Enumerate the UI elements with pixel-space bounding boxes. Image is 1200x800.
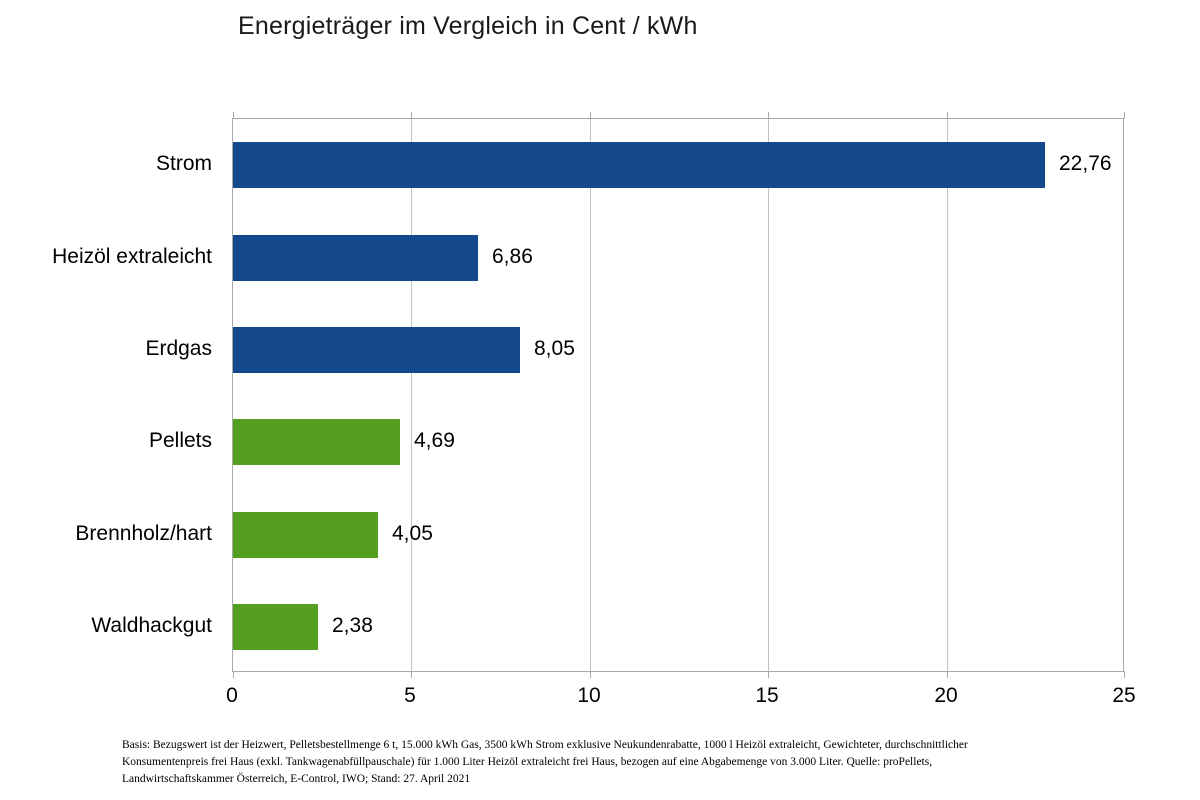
- x-axis-tick-25: [1124, 671, 1125, 678]
- x-axis-tick-20: [947, 671, 948, 678]
- gridline-x-20: [947, 119, 948, 671]
- x-axis-tick-5: [411, 671, 412, 678]
- bar-pellets: [233, 419, 400, 465]
- top-border-tick-0: [233, 112, 234, 119]
- value-label: 8,05: [534, 337, 575, 360]
- footnote-line: Landwirtschaftskammer Österreich, E-Cont…: [122, 773, 471, 785]
- bar-strom: [233, 142, 1045, 188]
- x-tick-label-0: 0: [226, 684, 238, 707]
- x-axis-tick-10: [590, 671, 591, 678]
- value-label: 2,38: [332, 614, 373, 637]
- gridline-x-15: [768, 119, 769, 671]
- x-axis-tick-15: [768, 671, 769, 678]
- category-label: Pellets: [148, 429, 212, 452]
- top-border-tick-10: [590, 112, 591, 119]
- gridline-x-5: [411, 119, 412, 671]
- bar-heizöl-extraleicht: [233, 235, 478, 281]
- x-tick-label-5: 5: [404, 684, 416, 707]
- plot-area: [232, 112, 1125, 678]
- top-border-tick-25: [1124, 112, 1125, 119]
- x-axis-tick-0: [233, 671, 234, 678]
- category-label: Brennholz/hart: [75, 522, 212, 545]
- bar-erdgas: [233, 327, 520, 373]
- x-tick-label-20: 20: [934, 684, 958, 707]
- footnote-line: Basis: Bezugswert ist der Heizwert, Pell…: [122, 739, 968, 751]
- x-tick-label-25: 25: [1112, 684, 1136, 707]
- top-border-tick-5: [411, 112, 412, 119]
- chart-title: Energieträger im Vergleich in Cent / kWh: [238, 12, 698, 40]
- value-label: 6,86: [492, 245, 533, 268]
- category-label: Strom: [155, 152, 212, 175]
- top-border-tick-20: [947, 112, 948, 119]
- x-tick-label-10: 10: [577, 684, 601, 707]
- footnote-line: Konsumentenpreis frei Haus (exkl. Tankwa…: [122, 756, 933, 768]
- top-border-tick-15: [768, 112, 769, 119]
- value-label: 4,69: [414, 429, 455, 452]
- category-label: Heizöl extraleicht: [52, 245, 212, 268]
- bar-brennholz-hart: [233, 512, 378, 558]
- gridline-x-10: [590, 119, 591, 671]
- category-label: Waldhackgut: [91, 614, 212, 637]
- source-footnote: Basis: Bezugswert ist der Heizwert, Pell…: [122, 737, 1142, 788]
- x-tick-label-15: 15: [755, 684, 779, 707]
- value-label: 4,05: [392, 522, 433, 545]
- bar-waldhackgut: [233, 604, 318, 650]
- value-label: 22,76: [1059, 152, 1112, 175]
- category-label: Erdgas: [145, 337, 212, 360]
